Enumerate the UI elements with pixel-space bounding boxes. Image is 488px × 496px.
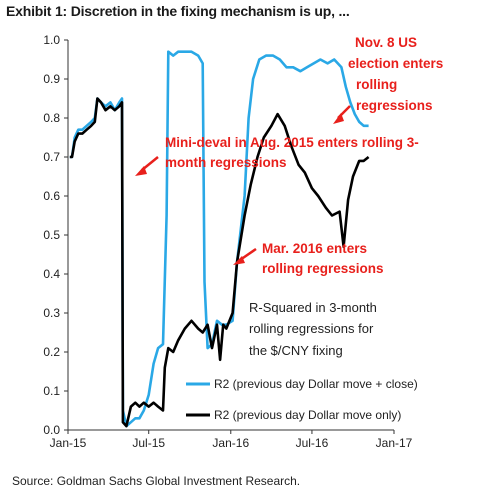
legend-label-move-only: R2 (previous day Dollar move only) (214, 408, 401, 422)
y-tick-label: 1.0 (43, 33, 60, 47)
annotation-march-2016-line: Mar. 2016 enters (262, 241, 367, 256)
arrow-election-head (333, 113, 344, 124)
annotation-march-2016-line: rolling regressions (262, 261, 384, 276)
annotation-devaluation: Mini-deval in Aug. 2015 enters rolling 3… (165, 135, 423, 170)
annotation-election-line: election enters (348, 56, 443, 71)
x-tick-label: Jul-15 (132, 436, 165, 450)
annotation-march-2016: Mar. 2016 enters rolling regressions (262, 241, 384, 276)
chart-title: Exhibit 1: Discretion in the fixing mech… (6, 3, 350, 19)
note-line: the $/CNY fixing (249, 343, 343, 358)
y-tick-labels: 0.0 0.1 0.2 0.3 0.4 0.5 0.6 0.7 0.8 0.9 1.0 (43, 33, 68, 437)
note-line: R-Squared in 3-month (249, 300, 377, 315)
y-tick-label: 0.4 (43, 267, 60, 281)
series-lines (69, 50, 370, 428)
annotation-election-line: Nov. 8 US (355, 35, 417, 50)
y-tick-label: 0.2 (43, 345, 60, 359)
y-tick-label: 0.6 (43, 189, 60, 203)
x-tick-label: Jan-15 (50, 436, 87, 450)
source-note: Source: Goldman Sachs Global Investment … (12, 474, 301, 488)
note-line: rolling regressions for (249, 321, 374, 336)
y-tick-label: 0.7 (43, 150, 60, 164)
y-tick-label: 0.8 (43, 111, 60, 125)
annotation-election-line: rolling (356, 77, 397, 92)
y-tick-label: 0.3 (43, 306, 60, 320)
annotation-election: Nov. 8 US election enters rolling regres… (348, 35, 447, 113)
series-line-move-only (69, 97, 370, 428)
arrow-march-2016-head (233, 256, 245, 265)
x-tick-label: Jan-16 (212, 436, 249, 450)
annotations: Nov. 8 US election enters rolling regres… (165, 35, 447, 276)
arrow-devaluation-head (135, 166, 147, 176)
series-line-close (69, 50, 369, 428)
x-tick-label: Jul-16 (296, 436, 329, 450)
legend-label-close: R2 (previous day Dollar move + close) (214, 377, 418, 391)
legend: R2 (previous day Dollar move + close) R2… (186, 377, 418, 422)
annotation-arrows (135, 105, 351, 265)
chart-note: R-Squared in 3-month rolling regressions… (249, 300, 377, 358)
x-tick-label: Jan-17 (376, 436, 413, 450)
annotation-devaluation-line: Mini-deval in Aug. 2015 enters rolling 3… (165, 135, 419, 150)
x-tick-labels: Jan-15 Jul-15 Jan-16 Jul-16 Jan-17 (50, 430, 413, 450)
y-tick-label: 0.1 (43, 384, 60, 398)
y-tick-label: 0.5 (43, 228, 60, 242)
annotation-devaluation-line: month regressions (165, 155, 287, 170)
y-tick-label: 0.9 (43, 72, 60, 86)
annotation-election-line: regressions (356, 98, 433, 113)
y-tick-label: 0.0 (43, 423, 60, 437)
